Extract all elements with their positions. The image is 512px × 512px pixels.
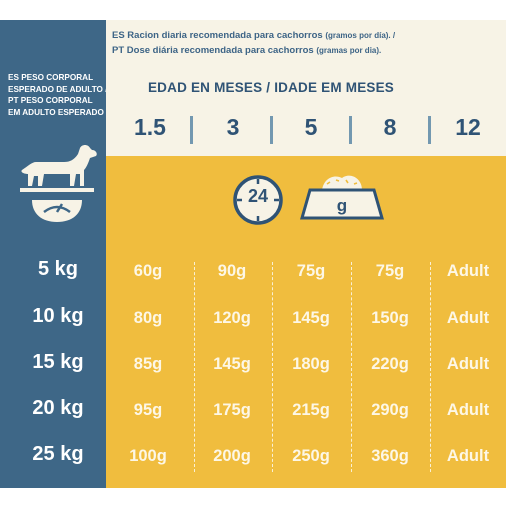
- pt-title: PT Dose diária recomendada para cachorro…: [112, 45, 314, 56]
- table-cell: 75g: [375, 262, 405, 280]
- dog-on-scale-icon: [20, 145, 97, 222]
- es-title: ES Racion diaria recomendada para cachor…: [112, 30, 323, 41]
- age-band: [106, 76, 506, 156]
- column-divider: [272, 262, 273, 472]
- age-title: EDAD EN MESES / IDADE EM MESES: [147, 80, 395, 95]
- weight-label: 10 kg: [32, 305, 84, 327]
- clock-hours: 24: [247, 186, 269, 206]
- age-value: 12: [455, 114, 481, 140]
- age-value: 8: [383, 114, 397, 140]
- table-cell: 85g: [133, 355, 163, 373]
- table-cell: 290g: [371, 401, 409, 419]
- table-cell: Adult: [446, 262, 490, 280]
- weight-header-line: PT PESO CORPORAL: [8, 96, 93, 105]
- table-cell: 360g: [371, 447, 409, 465]
- table-cell: 175g: [213, 401, 251, 419]
- table-cell: 60g: [133, 262, 163, 280]
- table-cell: 145g: [213, 355, 251, 373]
- header-band: [106, 20, 506, 76]
- age-separator: [270, 116, 273, 144]
- bowl-unit: g: [336, 196, 348, 215]
- table-cell: 120g: [213, 309, 251, 327]
- table-cell: Adult: [446, 309, 490, 327]
- weight-column: [0, 20, 106, 488]
- table-cell: 215g: [292, 401, 330, 419]
- age-value: 5: [304, 114, 318, 140]
- table-cell: 95g: [133, 401, 163, 419]
- column-divider: [351, 262, 352, 472]
- weight-label: 5 kg: [37, 258, 79, 280]
- clock-icon: [233, 175, 283, 225]
- table-cell: 90g: [217, 262, 247, 280]
- table-cell: 80g: [133, 309, 163, 327]
- weight-label: 15 kg: [32, 351, 84, 373]
- table-cell: 100g: [129, 447, 167, 465]
- age-value: 3: [226, 114, 240, 140]
- weight-header-line: ESPERADO DE ADULTO /: [8, 84, 108, 94]
- weight-header: ES PESO CORPORAL ESPERADO DE ADULTO / PT…: [8, 72, 108, 118]
- table-cell: 220g: [371, 355, 409, 373]
- table-cell: Adult: [446, 401, 490, 419]
- age-separator: [428, 116, 431, 144]
- table-cell: 250g: [292, 447, 330, 465]
- table-cell: 145g: [292, 309, 330, 327]
- weight-label: 20 kg: [32, 397, 84, 419]
- pt-unit: (gramas por dia).: [316, 46, 382, 55]
- age-value: 1.5: [134, 114, 166, 140]
- weight-label: 25 kg: [32, 443, 84, 465]
- feeding-title: ES Racion diaria recomendada para cachor…: [112, 28, 502, 58]
- table-cell: 75g: [296, 262, 326, 280]
- weight-header-line: ES PESO CORPORAL: [8, 73, 94, 82]
- table-cell: 150g: [371, 309, 409, 327]
- weight-header-line: EM ADULTO ESPERADO: [8, 107, 104, 117]
- food-bowl-icon: [300, 175, 384, 220]
- table-cell: 180g: [292, 355, 330, 373]
- column-divider: [430, 262, 431, 472]
- column-divider: [194, 262, 195, 472]
- table-cell: Adult: [446, 447, 490, 465]
- age-separator: [190, 116, 193, 144]
- es-unit: (gramos por día). /: [325, 31, 396, 40]
- age-separator: [349, 116, 352, 144]
- table-cell: 200g: [213, 447, 251, 465]
- table-cell: Adult: [446, 355, 490, 373]
